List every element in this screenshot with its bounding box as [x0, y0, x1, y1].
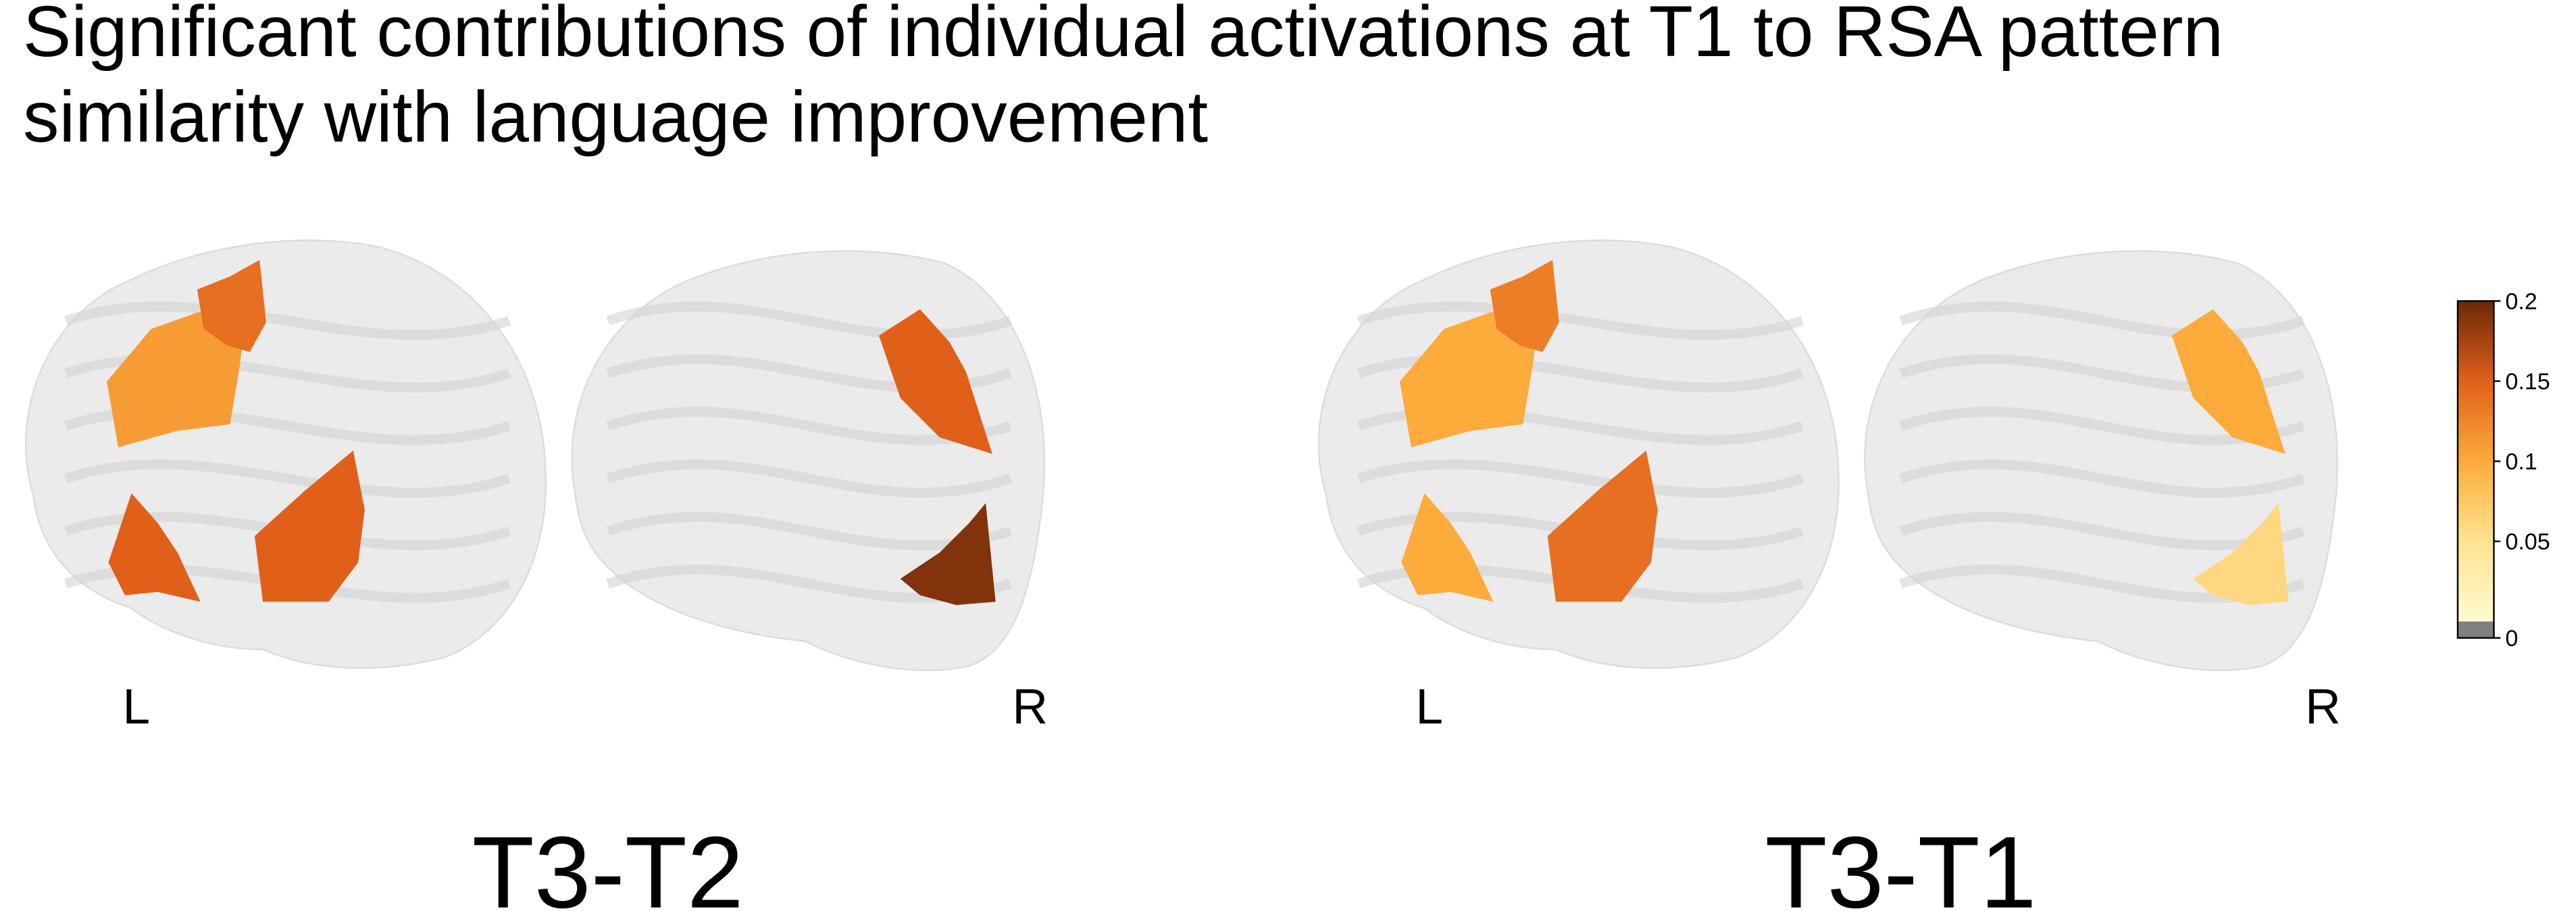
- brain-region: [107, 305, 247, 447]
- brain-region: [900, 503, 996, 606]
- brain-region: [2193, 503, 2289, 606]
- brain-region: [2171, 309, 2285, 454]
- sulcus: [606, 459, 1012, 498]
- panel-label: T3-T1: [1765, 816, 2037, 911]
- brain-region: [1490, 260, 1559, 352]
- brain-region: [1399, 305, 1540, 447]
- title-line: Significant contributions of individual …: [23, 0, 2223, 72]
- brain-region: [1547, 450, 1658, 602]
- colorbar-frame: [2456, 300, 2495, 639]
- hemisphere-label: R: [2305, 679, 2341, 734]
- sulcus: [1357, 301, 1804, 340]
- brain-region: [197, 260, 266, 352]
- brain-region: [108, 493, 201, 602]
- hemisphere-label: R: [1012, 679, 1048, 734]
- brain-left-hemisphere: [1317, 239, 1840, 669]
- sulcus: [606, 301, 1012, 340]
- brain-left-hemisphere: [24, 239, 547, 669]
- colorbar-tick-label: 0.05: [2505, 529, 2550, 555]
- colorbar: [2457, 301, 2494, 622]
- sulcus: [1899, 301, 2305, 340]
- colorbar-under: [2457, 621, 2494, 638]
- colorbar-tick-label: 0: [2505, 626, 2518, 651]
- colorbar-tick-label: 0.2: [2505, 289, 2537, 315]
- title-line: similarity with language improvement: [23, 76, 1208, 157]
- colorbar-tick-label: 0.1: [2505, 449, 2537, 475]
- brain-region: [878, 309, 992, 454]
- brain-region: [1401, 493, 1494, 602]
- sulcus: [64, 459, 511, 498]
- panel-label: T3-T2: [472, 816, 744, 911]
- hemisphere-label: L: [123, 679, 151, 734]
- hemisphere-label: L: [1415, 679, 1443, 734]
- sulcus: [1899, 459, 2305, 498]
- brain-region: [254, 450, 365, 602]
- colorbar-tick-label: 0.15: [2505, 369, 2550, 395]
- sulcus: [1357, 459, 1804, 498]
- sulcus: [64, 301, 511, 340]
